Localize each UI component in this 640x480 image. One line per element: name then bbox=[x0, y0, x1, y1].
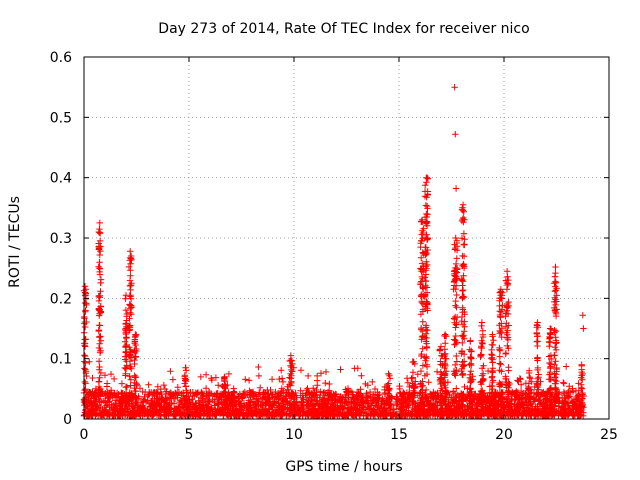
y-tick-label: 0.6 bbox=[50, 50, 72, 66]
plot-area bbox=[84, 57, 609, 419]
x-tick-label: 5 bbox=[185, 427, 194, 443]
grid-lines bbox=[84, 57, 609, 419]
x-tick-label: 10 bbox=[285, 427, 303, 443]
y-tick-label: 0.2 bbox=[50, 291, 72, 307]
y-tick-label: 0.3 bbox=[50, 231, 72, 247]
x-tick-label: 25 bbox=[600, 427, 618, 443]
y-axis-ticks: 0 0.1 0.2 0.3 0.4 0.5 0.6 bbox=[50, 50, 609, 428]
x-tick-label: 15 bbox=[390, 427, 408, 443]
x-axis-ticks: 0 5 10 15 20 25 bbox=[80, 57, 618, 443]
y-axis-label: ROTI / TECUs bbox=[7, 196, 23, 288]
x-tick-label: 20 bbox=[495, 427, 513, 443]
y-tick-label: 0.4 bbox=[50, 171, 72, 187]
x-axis-label: GPS time / hours bbox=[285, 459, 402, 475]
plot-frame bbox=[84, 57, 609, 419]
x-tick-label: 0 bbox=[80, 427, 89, 443]
y-tick-label: 0.5 bbox=[50, 110, 72, 126]
chart-title: Day 273 of 2014, Rate Of TEC Index for r… bbox=[158, 21, 529, 37]
roti-markers bbox=[80, 84, 587, 420]
y-tick-label: 0.1 bbox=[50, 352, 72, 368]
y-tick-label: 0 bbox=[63, 412, 72, 428]
data-points bbox=[80, 84, 587, 420]
